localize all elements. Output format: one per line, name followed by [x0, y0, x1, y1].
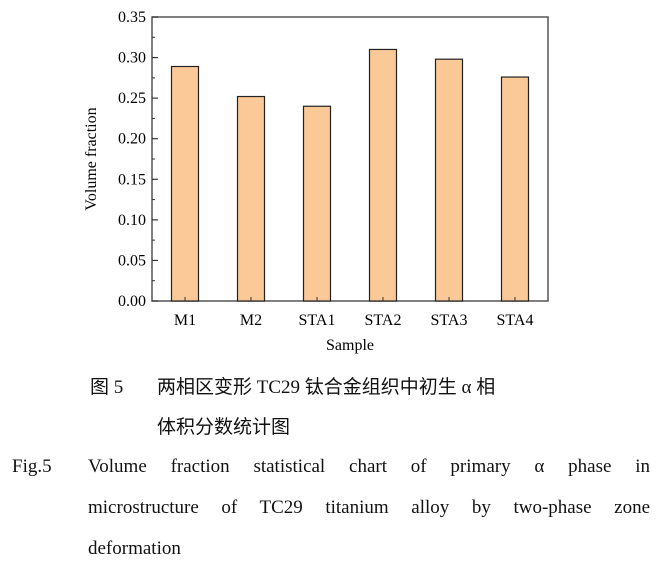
x-tick-label: STA3 — [431, 312, 468, 329]
bar-sta2 — [368, 48, 398, 302]
bar-sta4 — [500, 76, 530, 302]
y-tick-label: 0.10 — [118, 212, 146, 229]
x-tick-label: STA2 — [365, 312, 402, 329]
caption-en-line1: Volume fraction statistical chart of pri… — [88, 456, 650, 477]
bar-m1 — [170, 65, 200, 302]
bar-sta3 — [434, 58, 464, 302]
x-axis-label: Sample — [326, 337, 374, 354]
y-axis-label: Volume fraction — [83, 107, 100, 210]
caption-cn-label: 图 5 — [90, 377, 124, 398]
y-tick-label: 0.15 — [118, 171, 146, 188]
y-tick-label: 0.20 — [118, 131, 146, 148]
caption-en-label: Fig.5 — [12, 456, 52, 477]
y-tick-label: 0.00 — [118, 293, 146, 310]
y-tick-label: 0.05 — [118, 252, 146, 269]
caption-cn-line2: 体积分数统计图 — [157, 417, 291, 438]
y-tick-label: 0.30 — [118, 50, 146, 67]
x-tick-label: STA4 — [497, 312, 534, 329]
x-tick-label: M2 — [240, 312, 262, 329]
x-tick-label: M1 — [174, 312, 196, 329]
x-tick-label: STA1 — [299, 312, 336, 329]
bar-sta1 — [302, 105, 332, 302]
caption-en-line3: deformation — [88, 538, 181, 559]
bar-chart: 0.00 0.05 0.10 0.15 0.20 0.25 0.30 0.35 M1 M2 STA… — [83, 9, 549, 354]
bar-m2 — [236, 95, 266, 302]
caption-en-line2: microstructure of TC29 titanium alloy by… — [88, 497, 650, 518]
y-tick-label: 0.35 — [118, 9, 146, 26]
plot-frame — [151, 16, 549, 302]
caption-cn-line1: 两相区变形 TC29 钛合金组织中初生 α 相 — [157, 377, 496, 398]
y-tick-label: 0.25 — [118, 90, 146, 107]
